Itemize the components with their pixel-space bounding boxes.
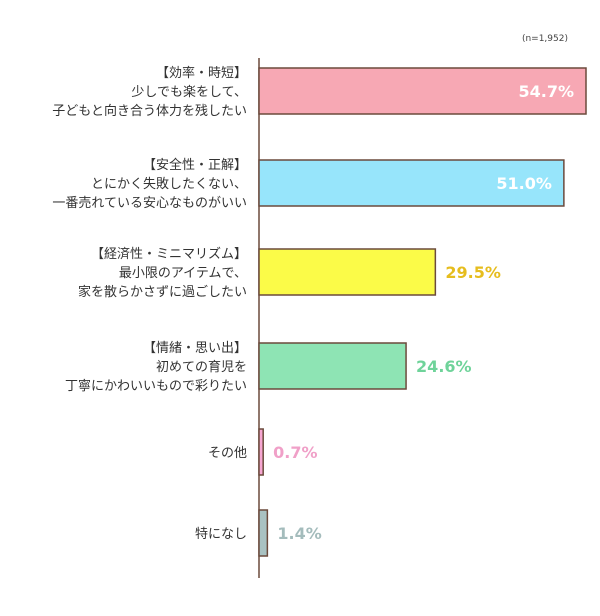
category-label: 初めての育児を [156, 359, 247, 375]
category-label: とにかく失敗したくない、 [91, 177, 247, 192]
category-label: 少しでも楽をして、 [131, 84, 247, 100]
category-label: 最小限のアイテムで、 [119, 266, 247, 281]
category-label: 【情緒・思い出】 [143, 341, 247, 356]
data-label: 0.7% [273, 443, 317, 462]
category-label: 【効率・時短】 [156, 65, 247, 81]
data-label: 51.0% [496, 174, 552, 193]
bar [258, 67, 587, 115]
bars: 54.7% 【効率・時短】少しでも楽をして、子どもと向き合う体力を残したい 51.0… [52, 65, 587, 557]
sample-size-note: (n=1,952) [522, 34, 568, 44]
bar [258, 159, 565, 207]
category-label: 特になし [195, 527, 247, 542]
bar [258, 509, 269, 557]
bar [258, 342, 407, 390]
data-label: 1.4% [277, 524, 321, 543]
data-label: 54.7% [518, 82, 574, 101]
category-label: 家を散らかさずに過ごしたい [78, 284, 247, 300]
category-label: 【安全性・正解】 [143, 157, 247, 173]
category-label: 一番売れている安心なものがいい [52, 195, 247, 211]
category-label: 【経済性・ミニマリズム】 [91, 246, 247, 262]
bar [258, 248, 437, 296]
data-label: 24.6% [416, 357, 472, 376]
category-label: 子どもと向き合う体力を残したい [52, 103, 247, 119]
bar [258, 428, 264, 476]
category-label: その他 [208, 446, 247, 461]
category-label: 丁寧にかわいいもので彩りたい [65, 378, 247, 394]
data-label: 29.5% [445, 263, 501, 282]
